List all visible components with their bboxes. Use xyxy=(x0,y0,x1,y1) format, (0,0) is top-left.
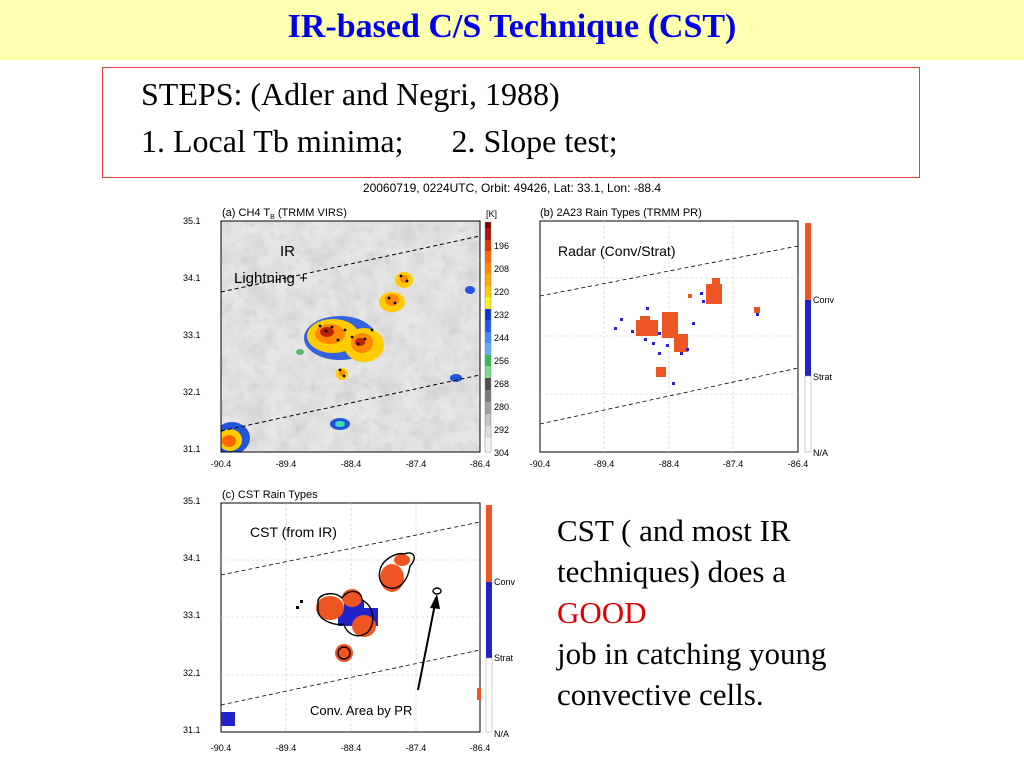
panel-c-annotation-pr: Conv. Area by PR xyxy=(310,703,412,718)
panel-a-annotation-lightning: Lightning + xyxy=(234,270,308,287)
panel-c-swath xyxy=(220,521,481,706)
steps-line-1: STEPS: (Adler and Negri, 1988) xyxy=(141,76,560,112)
svg-text:-87.4: -87.4 xyxy=(406,743,427,753)
panel-a-colorbar: [K] 196 208 220 xyxy=(484,209,509,458)
svg-text:32.1: 32.1 xyxy=(183,387,201,397)
title-bar: IR-based C/S Technique (CST) xyxy=(0,0,1024,60)
cst-text-line-5: convective cells. xyxy=(557,677,764,712)
svg-text:35.1: 35.1 xyxy=(183,496,201,506)
svg-text:N/A: N/A xyxy=(494,729,509,739)
cst-explanation: CST ( and most IR techniques) does a GOO… xyxy=(557,510,1017,715)
svg-text:-88.4: -88.4 xyxy=(659,459,680,469)
panel-c-title: (c) CST Rain Types xyxy=(222,489,318,501)
slide-title: IR-based C/S Technique (CST) xyxy=(287,8,737,45)
svg-text:[K]: [K] xyxy=(486,209,497,219)
svg-text:-89.4: -89.4 xyxy=(276,459,297,469)
lightning-markers xyxy=(318,274,409,378)
svg-text:-86.4: -86.4 xyxy=(470,743,491,753)
svg-text:34.1: 34.1 xyxy=(183,273,201,283)
svg-text:Conv: Conv xyxy=(813,295,835,305)
svg-text:280: 280 xyxy=(494,402,509,412)
panel-b-legend: Conv Strat N/A xyxy=(804,223,835,458)
panel-c-arrow xyxy=(417,594,440,691)
cst-text-line-1: CST ( and most IR xyxy=(557,513,791,548)
cst-text-line-4: job in catching young xyxy=(557,636,827,671)
panel-a-yaxis: 35.1 34.1 33.1 32.1 31.1 xyxy=(183,216,201,454)
panel-c-xaxis: -90.4 -89.4 -88.4 -87.4 -86.4 xyxy=(211,743,491,753)
svg-text:Strat: Strat xyxy=(494,653,514,663)
svg-text:N/A: N/A xyxy=(813,448,828,458)
svg-text:Conv: Conv xyxy=(494,577,516,587)
panel-a: (a) CH4 TB (TRMM VIRS) xyxy=(183,207,509,469)
panel-a-xaxis: -90.4 -89.4 -88.4 -87.4 -86.4 xyxy=(211,459,491,469)
svg-text:33.1: 33.1 xyxy=(183,610,201,620)
svg-text:208: 208 xyxy=(494,264,509,274)
panel-b-swath xyxy=(539,245,799,425)
panel-a-annotation-ir: IR xyxy=(280,243,295,260)
svg-text:34.1: 34.1 xyxy=(183,553,201,563)
figure-title: 20060719, 0224UTC, Orbit: 49426, Lat: 33… xyxy=(362,181,662,195)
svg-text:-86.4: -86.4 xyxy=(788,459,809,469)
svg-text:-87.4: -87.4 xyxy=(406,459,427,469)
svg-text:Strat: Strat xyxy=(813,372,833,382)
svg-text:232: 232 xyxy=(494,310,509,320)
panel-b-title: (b) 2A23 Rain Types (TRMM PR) xyxy=(540,207,702,219)
panel-b: (b) 2A23 Rain Types (TRMM PR) xyxy=(530,207,835,469)
svg-text:31.1: 31.1 xyxy=(183,444,201,454)
svg-text:268: 268 xyxy=(494,379,509,389)
svg-text:220: 220 xyxy=(494,287,509,297)
panel-a-map xyxy=(221,221,480,452)
svg-text:256: 256 xyxy=(494,356,509,366)
svg-text:-89.4: -89.4 xyxy=(276,743,297,753)
svg-text:-87.4: -87.4 xyxy=(723,459,744,469)
svg-text:-88.4: -88.4 xyxy=(341,743,362,753)
svg-text:292: 292 xyxy=(494,425,509,435)
panel-c-grid xyxy=(221,503,480,732)
panel-c: (c) CST Rain Types xyxy=(183,489,516,753)
panel-a-title: (a) CH4 TB (TRMM VIRS) xyxy=(222,207,347,221)
steps-line-2: 1. Local Tb minima; 2. Slope test; xyxy=(141,123,618,159)
svg-text:33.1: 33.1 xyxy=(183,330,201,340)
panel-c-legend: Conv Strat N/A xyxy=(485,505,516,739)
svg-text:35.1: 35.1 xyxy=(183,216,201,226)
panel-c-annotation-cst: CST (from IR) xyxy=(250,524,337,540)
svg-text:-90.4: -90.4 xyxy=(530,459,551,469)
svg-text:196: 196 xyxy=(494,241,509,251)
svg-text:-88.4: -88.4 xyxy=(341,459,362,469)
svg-text:-90.4: -90.4 xyxy=(211,459,232,469)
svg-text:304: 304 xyxy=(494,448,509,458)
panel-c-yaxis: 35.1 34.1 33.1 32.1 31.1 xyxy=(183,496,201,735)
svg-text:-90.4: -90.4 xyxy=(211,743,232,753)
panel-b-xaxis: -90.4 -89.4 -88.4 -87.4 -86.4 xyxy=(530,459,809,469)
panel-b-grid xyxy=(540,221,798,452)
steps-box: STEPS: (Adler and Negri, 1988) 1. Local … xyxy=(102,67,920,178)
svg-text:244: 244 xyxy=(494,333,509,343)
panel-a-frame xyxy=(220,220,481,453)
svg-text:-89.4: -89.4 xyxy=(594,459,615,469)
svg-text:32.1: 32.1 xyxy=(183,668,201,678)
svg-text:31.1: 31.1 xyxy=(183,725,201,735)
cst-text-line-2: techniques) does a xyxy=(557,554,786,589)
svg-text:-86.4: -86.4 xyxy=(470,459,491,469)
panel-b-annotation: Radar (Conv/Strat) xyxy=(558,243,675,259)
panel-b-rain-pixels xyxy=(614,278,760,385)
cst-text-good: GOOD xyxy=(557,595,647,630)
